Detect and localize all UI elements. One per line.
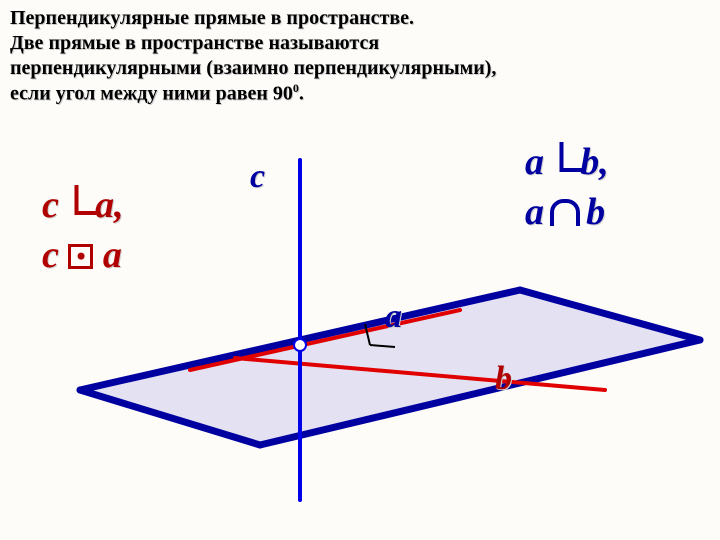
- math-right-line1: а b,: [525, 140, 609, 184]
- plane-edge-bottom: [260, 340, 700, 445]
- math-left-line2: сa: [42, 233, 122, 277]
- plane-edge-top: [80, 290, 520, 390]
- math-left-c1: с: [42, 184, 59, 226]
- fig-label-a: а: [385, 298, 402, 336]
- fig-label-c: с: [250, 158, 265, 196]
- math-left-c2: с: [42, 234, 59, 276]
- plane-edge-left: [80, 390, 260, 445]
- line-a: [190, 310, 460, 370]
- math-right-b2: b: [586, 191, 605, 233]
- plane-edge-right: [520, 290, 700, 340]
- line-b: [235, 358, 605, 390]
- perp-symbol: [59, 184, 95, 226]
- math-left-line1: с a,: [42, 183, 124, 227]
- fig-label-a-text: а: [385, 298, 402, 335]
- fig-label-b-text: b: [495, 360, 512, 397]
- header-line-2: Две прямые в пространстве называются: [10, 32, 379, 54]
- fig-label-c-text: с: [250, 158, 265, 195]
- math-right-line2: аb: [525, 190, 605, 234]
- header-line-3: перпендикулярными (взаимно перпендикуляр…: [10, 57, 496, 79]
- intersect-point: [294, 339, 306, 351]
- header-line-1: Перпендикулярные прямые в пространстве.: [10, 7, 414, 29]
- header-text: Перпендикулярные прямые в пространстве. …: [0, 0, 720, 107]
- math-left-a2: a: [103, 234, 122, 276]
- math-left-a1: a,: [95, 184, 124, 226]
- math-right-a1: а: [525, 141, 544, 183]
- intersect-symbol: [544, 191, 586, 233]
- math-right-a2: а: [525, 191, 544, 233]
- math-right-b1: b,: [580, 141, 609, 183]
- fig-label-b: b: [495, 360, 512, 398]
- skew-symbol: [68, 244, 93, 269]
- perp-symbol-2: [544, 141, 580, 183]
- header-line-4b: .: [299, 83, 304, 105]
- header-line-4a: если угол между ними равен 90: [10, 83, 293, 105]
